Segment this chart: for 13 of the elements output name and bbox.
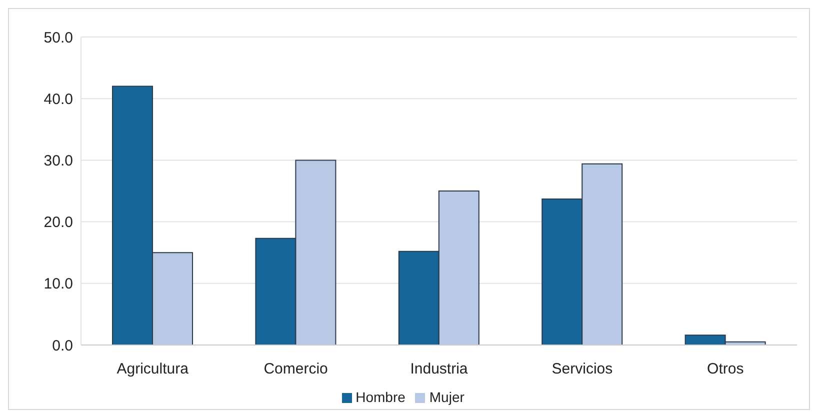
x-tick-label: Agricultura — [116, 360, 190, 378]
x-tick-label: Servicios — [552, 360, 613, 378]
x-tick-label: Comercio — [264, 360, 328, 378]
legend-label: Hombre — [356, 389, 406, 405]
y-tick-label: 0.0 — [52, 337, 73, 354]
y-tick-label: 20.0 — [44, 214, 73, 232]
y-tick-label: 30.0 — [44, 152, 73, 170]
y-tick-label: 50.0 — [44, 29, 73, 46]
x-tick-label: Otros — [707, 360, 744, 378]
legend-label: Mujer — [429, 389, 464, 405]
y-tick-label: 10.0 — [44, 276, 73, 293]
y-tick-label: 40.0 — [44, 90, 73, 108]
x-tick-label: Industria — [410, 360, 468, 378]
